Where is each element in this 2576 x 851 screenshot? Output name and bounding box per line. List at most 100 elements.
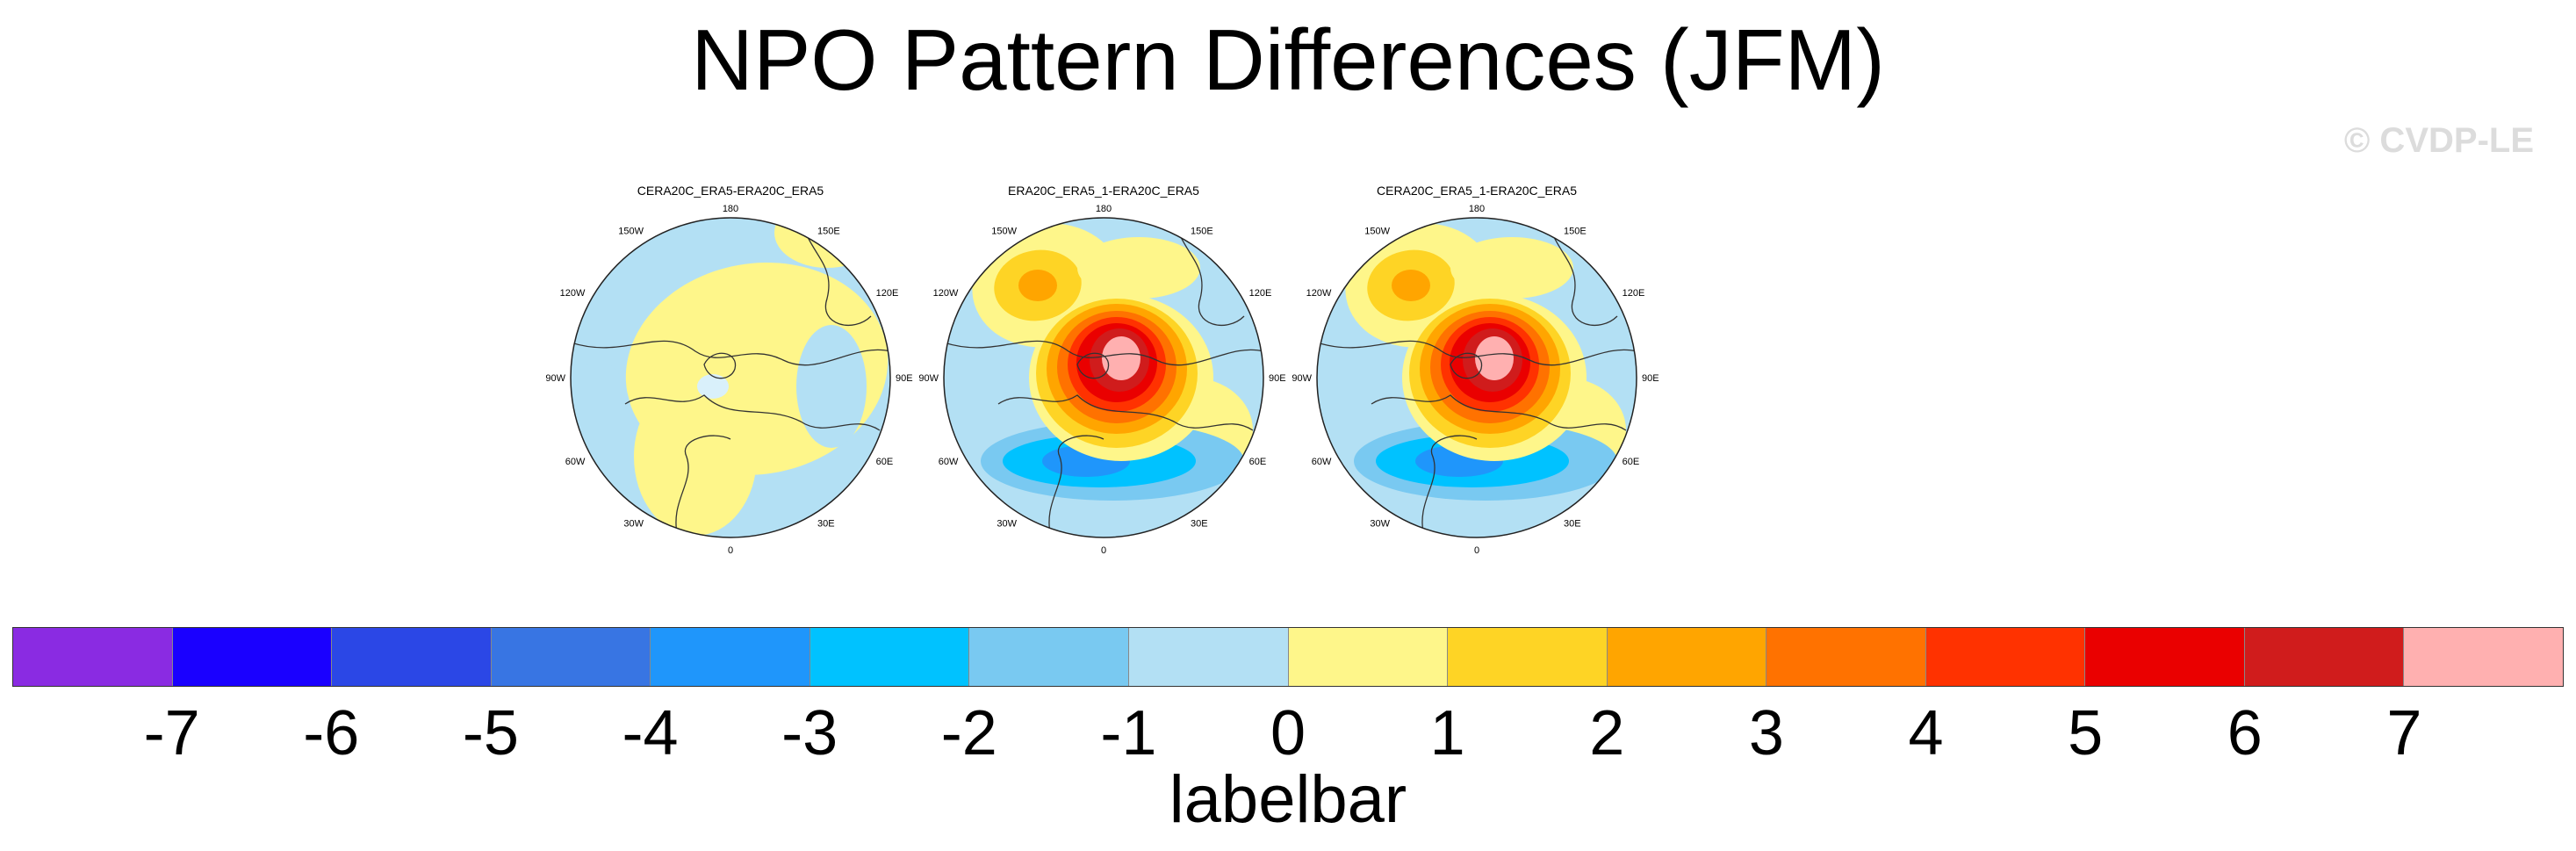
longitude-label: 60W bbox=[939, 457, 959, 467]
colorbar-tick-label: -7 bbox=[143, 698, 200, 768]
longitude-label: 150E bbox=[1191, 226, 1213, 236]
colorbar-tick-label: -2 bbox=[940, 698, 997, 768]
longitude-label: 90W bbox=[545, 373, 565, 384]
coastline bbox=[800, 218, 872, 327]
longitude-label: 90E bbox=[896, 373, 913, 384]
colorbar-tick-label: -3 bbox=[781, 698, 838, 768]
colorbar-tick-label: -6 bbox=[303, 698, 360, 768]
longitude-label: 150E bbox=[1564, 226, 1587, 236]
panel-title: CERA20C_ERA5-ERA20C_ERA5 bbox=[637, 184, 824, 198]
longitude-label: 90E bbox=[1269, 373, 1286, 384]
colorbar-tick-label: 3 bbox=[1748, 698, 1784, 768]
map-panels: CERA20C_ERA5-ERA20C_ERA5 180 150E 120E 90E 60… bbox=[545, 184, 1659, 556]
colorbar-cell bbox=[1448, 628, 1608, 686]
coastlines bbox=[944, 218, 1263, 537]
colorbar-tick-label: 5 bbox=[2068, 698, 2104, 768]
neutral-anomaly bbox=[697, 374, 729, 399]
map-panel: CERA20C_ERA5_1-ERA20C_ERA5 180 150E 120E 90E… bbox=[1292, 184, 1659, 556]
longitude-label: 30E bbox=[1191, 519, 1208, 530]
longitude-label: 30E bbox=[1564, 519, 1581, 530]
longitude-label: 60E bbox=[1623, 457, 1640, 467]
colorbar-cell bbox=[2404, 628, 2563, 686]
coastline bbox=[703, 352, 737, 379]
colorbar-cell bbox=[2244, 628, 2405, 686]
colorbar-tick-label: 7 bbox=[2386, 698, 2422, 768]
coastline bbox=[1546, 218, 1618, 327]
positive-anomaly bbox=[1475, 336, 1514, 380]
longitude-label: 60W bbox=[565, 457, 586, 467]
polar-map bbox=[1317, 218, 1637, 537]
colorbar-label: labelbar bbox=[1169, 762, 1407, 837]
longitude-label: 0 bbox=[728, 545, 733, 556]
coastline bbox=[1317, 340, 1637, 366]
longitude-label: 120W bbox=[560, 288, 586, 299]
coastline bbox=[1421, 435, 1478, 537]
polar-map bbox=[571, 218, 890, 537]
colorbar-cell bbox=[2085, 628, 2245, 686]
colorbar-cell bbox=[491, 628, 651, 686]
colorbar-ticks: -7 -6 -5 -4 -3 -2 -1 0 1 2 3 4 5 6 7 bbox=[0, 694, 2576, 773]
coastline bbox=[571, 340, 890, 366]
neutral-anomaly bbox=[571, 360, 634, 518]
longitude-label: 120W bbox=[1306, 288, 1332, 299]
colorbar-cell bbox=[651, 628, 810, 686]
longitude-label: 30E bbox=[817, 519, 835, 530]
colorbar-tick-label: 0 bbox=[1270, 698, 1306, 768]
longitude-label: 90W bbox=[1292, 373, 1312, 384]
longitude-label: 60E bbox=[876, 457, 894, 467]
coastlines bbox=[571, 218, 890, 537]
longitude-label: 30W bbox=[623, 519, 644, 530]
polar-map bbox=[944, 218, 1263, 537]
coastline bbox=[1371, 394, 1627, 431]
longitude-label: 150E bbox=[817, 226, 840, 236]
positive-anomaly bbox=[1450, 237, 1573, 299]
coastline bbox=[624, 394, 881, 431]
positive-anomaly bbox=[1102, 336, 1140, 380]
neutral-anomaly bbox=[796, 325, 867, 448]
longitude-label: 120E bbox=[876, 288, 899, 299]
map-boundary bbox=[570, 217, 891, 538]
colorbar-cell bbox=[172, 628, 333, 686]
longitude-label: 90E bbox=[1642, 373, 1659, 384]
colorbar-tick-label: -4 bbox=[622, 698, 679, 768]
longitude-label: 180 bbox=[1096, 204, 1112, 214]
colorbar-cell bbox=[332, 628, 492, 686]
longitude-label: 150W bbox=[618, 226, 644, 236]
colorbar-tick-label: 4 bbox=[1908, 698, 1944, 768]
panel-title: ERA20C_ERA5_1-ERA20C_ERA5 bbox=[1008, 184, 1199, 198]
colorbar-tick-label: 2 bbox=[1589, 698, 1625, 768]
colorbar-cell bbox=[809, 628, 970, 686]
longitude-label: 0 bbox=[1474, 545, 1479, 556]
colorbar-cell bbox=[969, 628, 1129, 686]
longitude-label: 120W bbox=[933, 288, 959, 299]
panel-title: CERA20C_ERA5_1-ERA20C_ERA5 bbox=[1377, 184, 1577, 198]
colorbar-tick-label: 1 bbox=[1429, 698, 1465, 768]
positive-anomaly bbox=[1392, 270, 1430, 301]
colorbar-cell bbox=[1607, 628, 1767, 686]
colorbar-cell bbox=[1128, 628, 1289, 686]
positive-anomaly bbox=[634, 378, 757, 536]
coastline bbox=[1450, 352, 1483, 379]
longitude-label: 120E bbox=[1623, 288, 1645, 299]
longitude-label: 180 bbox=[723, 204, 738, 214]
figure-title: NPO Pattern Differences (JFM) bbox=[691, 11, 1885, 108]
longitude-label: 30W bbox=[997, 519, 1017, 530]
coastline bbox=[944, 340, 1263, 366]
positive-anomaly bbox=[1077, 237, 1200, 299]
coastline bbox=[1173, 218, 1245, 327]
colorbar-tick-label: -5 bbox=[462, 698, 519, 768]
colorbar-tick-label: -1 bbox=[1100, 698, 1157, 768]
colorbar-cell bbox=[13, 628, 173, 686]
longitude-label: 120E bbox=[1249, 288, 1272, 299]
map-panel: CERA20C_ERA5-ERA20C_ERA5 180 150E 120E 90E 60… bbox=[545, 184, 912, 556]
coastline bbox=[675, 435, 731, 537]
map-boundary bbox=[943, 217, 1264, 538]
longitude-label: 90W bbox=[918, 373, 939, 384]
colorbar-cell bbox=[1925, 628, 2086, 686]
longitude-label: 150W bbox=[991, 226, 1017, 236]
colorbar-cell bbox=[1767, 628, 1926, 686]
longitude-label: 30W bbox=[1370, 519, 1390, 530]
coastline bbox=[1048, 435, 1105, 537]
longitude-label: 0 bbox=[1101, 545, 1106, 556]
colorbar-cell bbox=[1288, 628, 1449, 686]
